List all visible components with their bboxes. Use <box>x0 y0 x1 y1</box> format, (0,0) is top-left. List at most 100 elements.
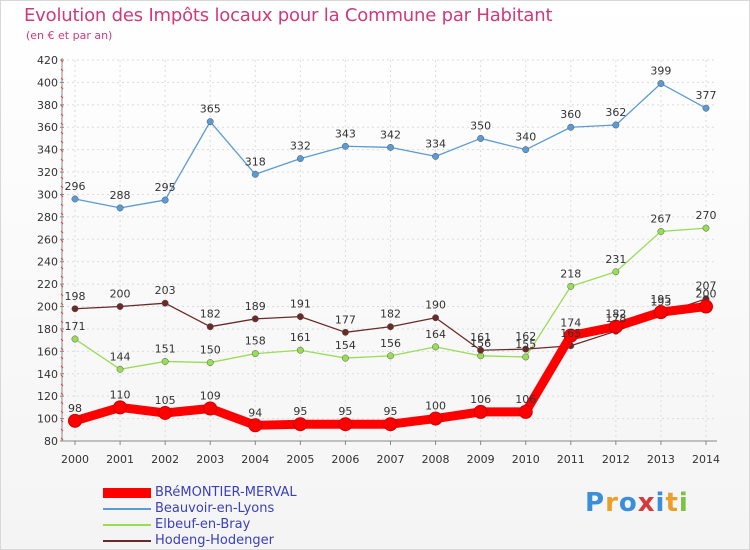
series-point-0 <box>293 417 308 432</box>
series-point-3 <box>387 323 394 331</box>
axis-accent <box>60 167 64 171</box>
series-point-2 <box>657 228 665 235</box>
axis-accent <box>60 194 64 198</box>
data-label-0: 98 <box>68 402 82 415</box>
data-label-3: 161 <box>470 331 491 344</box>
x-tick-label: 2011 <box>557 453 585 466</box>
series-point-1 <box>522 146 530 154</box>
series-point-0 <box>383 417 398 432</box>
data-label-3: 189 <box>245 300 266 313</box>
series-point-1 <box>477 134 485 142</box>
data-label-2: 155 <box>515 338 536 351</box>
legend-label-beauvoir: Beauvoir-en-Lyons <box>155 501 275 516</box>
y-tick-label: 140 <box>37 368 58 381</box>
axis-accent <box>60 158 64 162</box>
legend-swatch-hodeng <box>103 540 151 542</box>
axis-accent <box>60 338 64 342</box>
y-tick-label: 260 <box>37 233 58 246</box>
data-label-0: 105 <box>155 394 176 407</box>
axis-accent <box>60 248 64 252</box>
data-label-0: 174 <box>560 317 581 330</box>
series-point-2 <box>567 282 575 290</box>
x-tick-label: 2007 <box>377 453 405 466</box>
series-point-0 <box>563 328 578 343</box>
y-tick-label: 160 <box>37 345 58 358</box>
x-tick-label: 2013 <box>647 453 675 466</box>
data-label-0: 110 <box>110 388 131 401</box>
axis-accent <box>60 221 64 225</box>
chart-title: Evolution des Impôts locaux pour la Comm… <box>24 5 553 26</box>
data-label-2: 161 <box>290 331 311 344</box>
series-point-2 <box>161 357 169 365</box>
x-tick-label: 2001 <box>106 453 134 466</box>
series-point-1 <box>341 142 349 150</box>
chart-subtitle: (en € et par an) <box>26 29 113 42</box>
axis-accent <box>60 311 64 315</box>
legend-swatch-bremontier <box>103 488 151 498</box>
axis-accent <box>60 293 64 297</box>
axis-accent <box>60 275 64 279</box>
data-label-1: 343 <box>335 127 356 140</box>
series-point-0 <box>203 401 218 416</box>
data-label-0: 182 <box>605 308 626 321</box>
axis-accent <box>60 365 64 369</box>
data-label-0: 95 <box>384 405 398 418</box>
data-label-3: 190 <box>425 299 446 312</box>
axis-accent <box>60 347 64 351</box>
data-label-2: 231 <box>605 253 626 266</box>
data-label-2: 150 <box>200 344 221 357</box>
series-point-2 <box>522 353 530 361</box>
data-label-1: 334 <box>425 137 446 150</box>
data-labels: 98 110 105 109 94 95 95 95 100 106 106 174 182 195 200… <box>65 65 717 420</box>
axis-accent <box>60 140 64 144</box>
axis-accent <box>60 410 64 414</box>
series-point-2 <box>432 343 440 351</box>
data-label-0: 106 <box>470 393 491 406</box>
data-label-1: 332 <box>290 140 311 153</box>
y-tick-label: 420 <box>37 54 58 67</box>
data-label-3: 207 <box>696 280 717 293</box>
series-point-2 <box>387 352 394 360</box>
grid-lines <box>62 59 717 442</box>
series-point-0 <box>113 400 128 415</box>
data-label-0: 195 <box>650 293 671 306</box>
series-point-2 <box>71 335 79 343</box>
axis-accent <box>60 383 64 387</box>
axis-accent <box>60 68 64 72</box>
series-point-3 <box>522 345 530 353</box>
series-point-1 <box>612 121 620 129</box>
data-label-0: 95 <box>293 405 307 418</box>
data-label-3: 182 <box>380 308 401 321</box>
axis-accent <box>60 176 64 180</box>
data-label-0: 95 <box>338 405 352 418</box>
series-point-3 <box>477 346 485 354</box>
series-point-3 <box>206 323 214 331</box>
series-point-1 <box>657 80 665 87</box>
series-point-2 <box>116 365 124 373</box>
x-tick-label: 2000 <box>61 453 89 466</box>
axis-accent <box>60 77 64 81</box>
logo-letter: r <box>605 488 619 518</box>
series-point-0 <box>338 417 353 432</box>
y-tick-label: 80 <box>44 435 58 448</box>
axis-accent <box>60 131 64 135</box>
series-point-2 <box>251 350 259 358</box>
logo-letter: i <box>655 488 666 518</box>
y-tick-label: 100 <box>37 413 58 426</box>
x-tick-label: 2008 <box>422 453 450 466</box>
axis-accent <box>60 437 64 441</box>
axis-accent <box>60 230 64 234</box>
axis-accent <box>60 329 64 333</box>
data-label-1: 318 <box>245 155 266 168</box>
data-label-1: 296 <box>65 180 86 193</box>
y-tick-label: 340 <box>37 144 58 157</box>
axis-accent <box>60 428 64 432</box>
data-label-1: 342 <box>380 128 401 141</box>
data-label-0: 100 <box>425 400 446 413</box>
series-point-0 <box>158 405 173 420</box>
logo-letter: t <box>665 488 679 518</box>
axis-accent <box>60 86 64 90</box>
data-label-3: 193 <box>650 295 671 308</box>
series-point-1 <box>206 118 214 126</box>
